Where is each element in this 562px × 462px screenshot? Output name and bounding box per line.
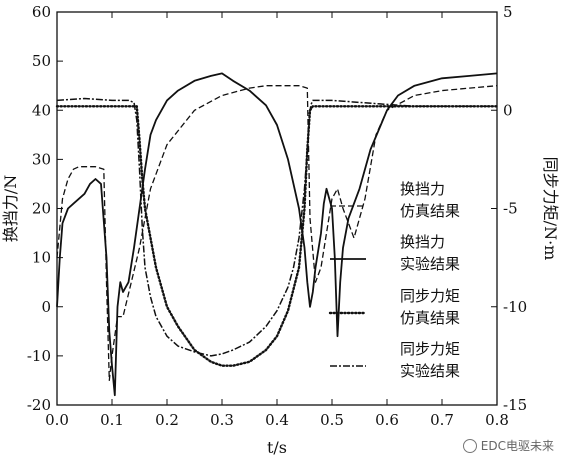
series-group bbox=[55, 72, 499, 397]
x-axis-label: t/s bbox=[267, 438, 287, 457]
y-axis-left-label: 换挡力/N bbox=[1, 175, 20, 242]
legend-label-2: 换挡力 bbox=[400, 233, 445, 251]
x-tick-label: 0.3 bbox=[210, 411, 234, 429]
y-right-tick-label: -15 bbox=[503, 396, 527, 414]
x-tick-label: 0.6 bbox=[375, 411, 399, 429]
x-tick-label: 0.8 bbox=[485, 411, 509, 429]
y-right-tick-label: -5 bbox=[503, 200, 518, 218]
y-left-tick-label: -20 bbox=[27, 396, 51, 414]
y-right-tick-label: -10 bbox=[503, 298, 527, 316]
series-line-2 bbox=[56, 72, 498, 397]
legend-label-3: 同步力矩 bbox=[400, 287, 460, 305]
legend-label-3: 仿真结果 bbox=[400, 309, 460, 327]
x-tick-label: 0.4 bbox=[265, 411, 289, 429]
y-left-tick-label: 50 bbox=[32, 52, 51, 70]
y-left-tick-label: -10 bbox=[27, 347, 51, 365]
y-axis-right-label: 同步力矩/N·m bbox=[541, 157, 560, 261]
x-tick-label: 0.2 bbox=[155, 411, 179, 429]
x-tick-label: 0.7 bbox=[430, 411, 454, 429]
legend-label-2: 实验结果 bbox=[400, 255, 460, 273]
watermark: EDC电驱未来 bbox=[462, 437, 554, 454]
series-line-4 bbox=[56, 97, 497, 357]
y-right-tick-label: 0 bbox=[503, 101, 513, 119]
axis-ticks: 0.0 0.1 0.2 0.3 0.4 0.5 0.6 0.7 0.8 -20 -10 0 10 20 30… bbox=[27, 3, 527, 429]
x-tick-label: 0.0 bbox=[45, 411, 69, 429]
legend-label-1: 仿真结果 bbox=[400, 202, 460, 220]
legend-label-4: 实验结果 bbox=[400, 362, 460, 380]
y-right-tick-label: 5 bbox=[503, 3, 513, 21]
y-left-tick-label: 30 bbox=[32, 150, 51, 168]
y-left-tick-label: 10 bbox=[32, 249, 51, 267]
legend-label-4: 同步力矩 bbox=[400, 340, 460, 358]
y-left-tick-label: 40 bbox=[32, 101, 51, 119]
y-left-tick-label: 0 bbox=[41, 298, 51, 316]
wechat-bubble-icon bbox=[462, 438, 477, 453]
y-left-tick-label: 60 bbox=[32, 3, 51, 21]
x-tick-label: 0.5 bbox=[320, 411, 344, 429]
legend-label-1: 换挡力 bbox=[400, 180, 445, 198]
y-left-tick-label: 20 bbox=[32, 200, 51, 218]
watermark-text: EDC电驱未来 bbox=[480, 439, 554, 453]
series-line-1 bbox=[56, 85, 498, 382]
x-tick-label: 0.1 bbox=[100, 411, 124, 429]
